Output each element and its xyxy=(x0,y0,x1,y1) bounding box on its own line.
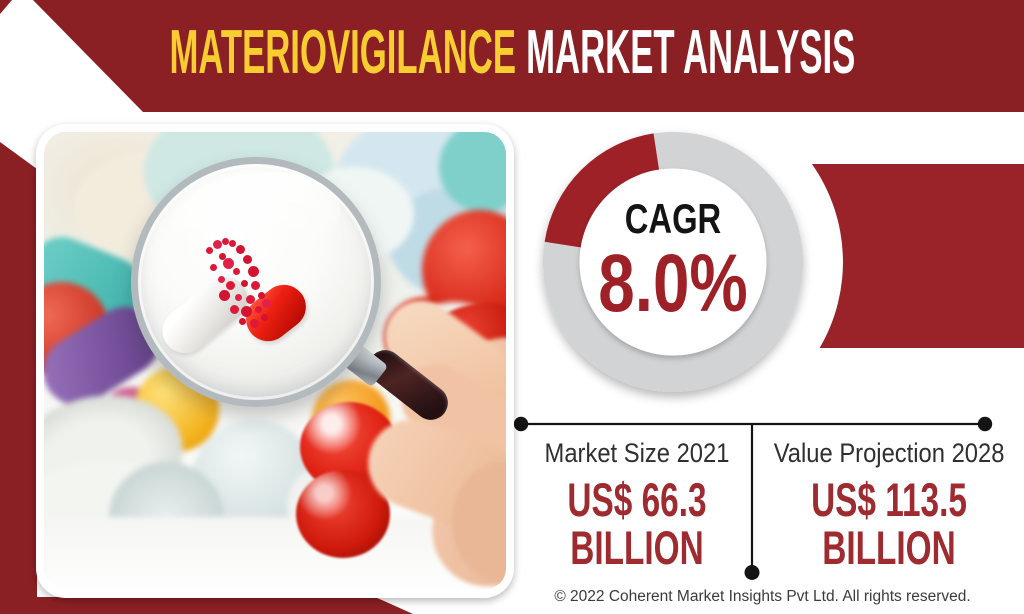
header-banner-shape xyxy=(33,0,1024,112)
photo-content xyxy=(44,132,506,590)
gauge-label: CAGR xyxy=(624,195,722,242)
pills-magnifier-photo xyxy=(36,124,514,598)
table-surface xyxy=(44,517,506,590)
stat-label: Value Projection 2028 xyxy=(773,438,1005,468)
stat-unit: BILLION xyxy=(570,521,704,574)
stat-label: Market Size 2021 xyxy=(544,438,730,468)
title-line: MATERIOVIGILANCE MARKET ANALYSIS xyxy=(169,22,855,84)
stat-value-projection-2028: Value Projection 2028 US$ 113.5 BILLION xyxy=(758,438,1020,574)
stat-value: US$ 113.5 xyxy=(811,473,967,526)
gauge-center-text: CAGR 8.0% xyxy=(568,195,778,329)
cagr-donut-chart xyxy=(543,132,803,392)
magnifier-lens xyxy=(131,157,381,407)
title-highlight: MATERIOVIGILANCE xyxy=(169,18,516,87)
capsule-granules xyxy=(222,238,229,245)
right-ribbon-shape xyxy=(811,164,1024,348)
corner-accent-triangle xyxy=(0,0,12,14)
stat-unit: BILLION xyxy=(822,521,956,574)
gauge-value: 8.0% xyxy=(598,238,748,329)
stat-value: US$ 66.3 xyxy=(567,473,707,526)
stat-connector xyxy=(521,422,985,566)
page-title: MATERIOVIGILANCE MARKET ANALYSIS xyxy=(0,0,1024,106)
connector-dot-left xyxy=(513,416,529,432)
connector-dot-right xyxy=(977,416,993,432)
copyright-notice: © 2022 Coherent Market Insights Pvt Ltd.… xyxy=(554,588,971,605)
donut-track xyxy=(543,132,803,392)
donut-hole xyxy=(579,168,767,356)
donut-arc-segment xyxy=(544,133,660,249)
connector-dot-bottom xyxy=(744,565,760,580)
title-rest: MARKET ANALYSIS xyxy=(525,18,855,87)
stat-market-size-2021: Market Size 2021 US$ 66.3 BILLION xyxy=(522,438,752,574)
